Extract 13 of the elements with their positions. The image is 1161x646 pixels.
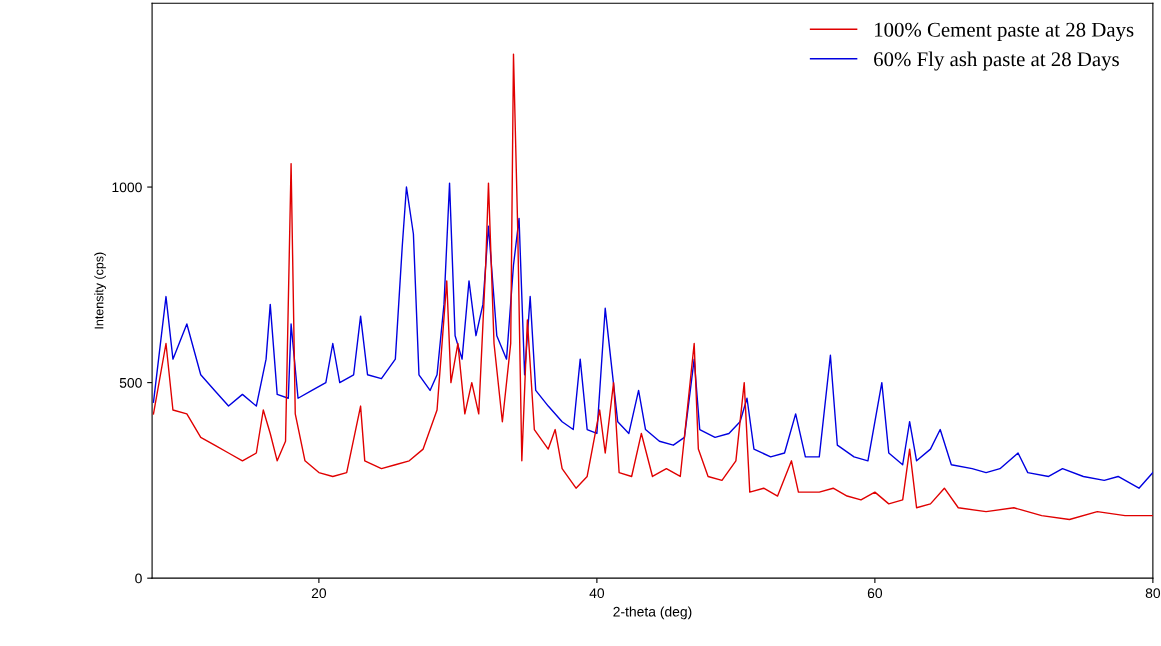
legend-label: 60% Fly ash paste at 28 Days <box>874 51 1119 71</box>
line-series <box>152 182 1153 489</box>
x-tick-label: 60 <box>867 588 883 599</box>
x-tick-label: 80 <box>1145 588 1161 599</box>
y-axis-title: Intensity (cps) <box>94 252 106 329</box>
x-tick-label: 40 <box>589 588 605 599</box>
y-tick-label: 500 <box>119 377 142 388</box>
x-axis-title: 2-theta (deg) <box>613 606 692 620</box>
x-tick-label: 20 <box>311 588 327 599</box>
line-series <box>152 53 1153 521</box>
y-tick-label: 1000 <box>112 182 142 193</box>
y-tick-label: 0 <box>135 573 142 584</box>
legend-label: 100% Cement paste at 28 Days <box>875 22 1134 42</box>
